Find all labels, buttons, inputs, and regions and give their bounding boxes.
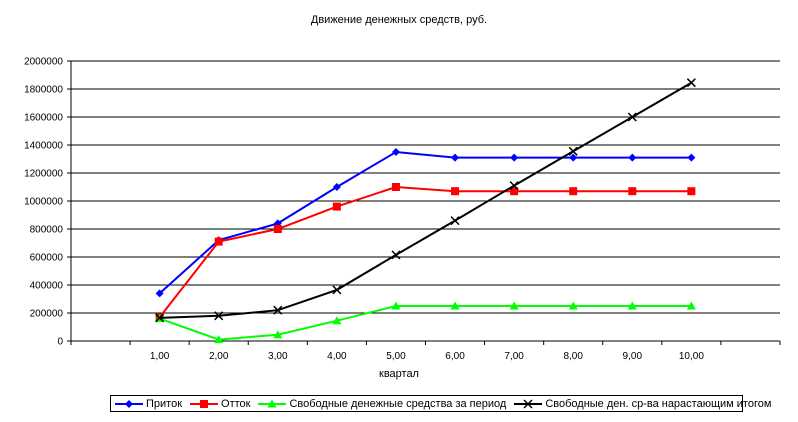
- data-point-s3-5: [391, 301, 401, 310]
- data-point-s4-2: [214, 311, 224, 321]
- data-point-s3-2: [214, 335, 224, 344]
- data-point-s2-9: [628, 187, 637, 196]
- data-point-s2-10: [687, 187, 696, 196]
- legend: Приток Отток Свободные денежные средства…: [110, 395, 771, 412]
- series-line-3: [159, 305, 692, 341]
- data-point-s3-9: [627, 301, 637, 310]
- y-tick-label: 1400000: [24, 141, 63, 152]
- data-point-s1-9: [628, 153, 637, 162]
- data-point-s4-9: [627, 112, 637, 122]
- x-tick-label: 7,00: [504, 351, 524, 362]
- data-point-s4-7: [509, 181, 519, 191]
- series-line-1: [158, 150, 692, 295]
- data-point-s3-6: [450, 301, 460, 310]
- x-tick-label: 1,00: [150, 351, 170, 362]
- y-tick-label: 600000: [30, 253, 64, 264]
- x-tick-label: 4,00: [327, 351, 347, 362]
- data-point-s3-3: [273, 330, 283, 339]
- data-point-s1-5: [391, 148, 400, 156]
- y-tick-label: 1800000: [24, 85, 63, 96]
- data-point-s2-3: [273, 225, 282, 233]
- legend-swatch-free-cumulative: [514, 398, 543, 409]
- data-point-s4-5: [391, 250, 401, 260]
- legend-label-outflow: Отток: [221, 397, 251, 410]
- legend-label-inflow: Приток: [146, 397, 183, 410]
- series-line-2: [158, 185, 692, 318]
- y-tick-label: 1600000: [24, 113, 63, 124]
- axes: [67, 60, 781, 345]
- data-point-s3-7: [509, 301, 519, 310]
- data-point-s4-10: [686, 78, 696, 88]
- data-point-s2-6: [451, 187, 460, 196]
- legend-item-free-period: Свободные денежные средства за период: [258, 398, 506, 410]
- x-tick-label: 9,00: [623, 351, 643, 362]
- data-point-s4-1: [155, 313, 165, 323]
- legend-label-free-cumulative: Свободные ден. ср-ва нарастающим итогом: [545, 397, 772, 410]
- y-tick-labels: 0 200000 400000 600000 800000 1000000 1200000 1…: [24, 57, 63, 348]
- data-point-s3-10: [686, 301, 696, 310]
- series-line-4: [159, 81, 692, 319]
- y-tick-label: 1200000: [24, 169, 63, 180]
- data-point-s2-5: [391, 183, 400, 191]
- legend-swatch-inflow: [115, 399, 143, 408]
- x-tick-label: 10,00: [679, 351, 704, 362]
- data-point-s1-8: [569, 153, 578, 162]
- x-tick-label: 6,00: [445, 351, 465, 362]
- y-tick-label: 1000000: [24, 197, 63, 208]
- data-point-s3-4: [332, 316, 342, 325]
- legend-item-inflow: Приток: [115, 398, 182, 410]
- data-point-s1-1: [155, 289, 164, 298]
- data-point-s2-8: [569, 187, 578, 196]
- x-tick-label: 8,00: [563, 351, 583, 362]
- legend-item-outflow: Отток: [190, 398, 250, 410]
- x-tick-labels: 1,00 2,00 3,00 4,00 5,00 6,00 7,00 8,00 9,00 10,0…: [150, 351, 704, 362]
- series-layer: [155, 78, 696, 344]
- data-point-s2-7: [510, 187, 519, 196]
- legend-swatch-free-period: [258, 399, 287, 407]
- data-point-s1-10: [687, 153, 696, 162]
- data-point-s4-3: [273, 305, 283, 315]
- x-axis-label: квартал: [379, 368, 419, 380]
- data-point-s4-8: [568, 146, 578, 156]
- chart-title: Движение денежных средств, руб.: [310, 14, 488, 26]
- y-tick-label: 200000: [30, 309, 64, 320]
- legend-swatch-outflow: [190, 399, 219, 408]
- data-point-s2-4: [332, 202, 341, 211]
- data-point-s1-6: [451, 153, 460, 162]
- data-point-s2-2: [214, 237, 223, 246]
- x-tick-label: 2,00: [209, 351, 229, 362]
- gridlines: [71, 60, 780, 314]
- legend-item-free-cumulative: Свободные ден. ср-ва нарастающим итогом: [514, 398, 771, 410]
- y-tick-label: 800000: [30, 225, 64, 236]
- data-point-s4-4: [332, 285, 342, 295]
- y-tick-label: 400000: [30, 281, 64, 292]
- data-point-s1-7: [510, 153, 519, 162]
- data-point-s3-8: [568, 301, 578, 310]
- y-tick-label: 0: [57, 337, 63, 348]
- legend-label-free-period: Свободные денежные средства за период: [289, 397, 507, 410]
- x-tick-label: 5,00: [386, 351, 406, 362]
- data-point-s1-4: [332, 183, 341, 191]
- y-tick-label: 2000000: [24, 57, 63, 68]
- data-point-s4-6: [450, 216, 460, 226]
- x-tick-label: 3,00: [268, 351, 288, 362]
